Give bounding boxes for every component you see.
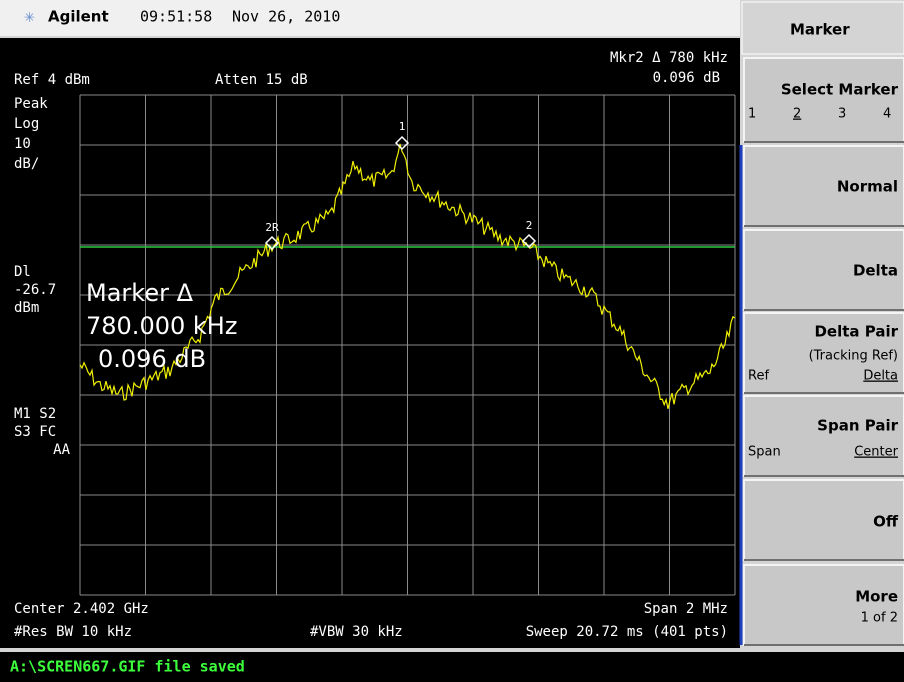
center-freq: Center 2.402 GHz bbox=[14, 601, 149, 617]
softkey-label: Select Marker bbox=[781, 81, 899, 99]
left-label: 10 bbox=[14, 136, 31, 152]
flag: M1 S2 bbox=[14, 406, 56, 422]
softkey-label[interactable]: Normal bbox=[837, 178, 898, 196]
top-bar bbox=[0, 0, 740, 36]
big-marker: 780.000 kHz bbox=[86, 312, 237, 340]
softkey-option: Center bbox=[854, 445, 898, 460]
display bbox=[0, 38, 740, 648]
marker-label: 2R bbox=[265, 221, 279, 234]
big-marker: 0.096 dB bbox=[98, 345, 206, 373]
marker-label: 2 bbox=[526, 219, 533, 232]
display-line-label: dBm bbox=[14, 300, 39, 316]
res-bw: #Res BW 10 kHz bbox=[14, 624, 132, 640]
softkey-label[interactable]: Span Pair bbox=[817, 417, 898, 435]
softkey[interactable] bbox=[743, 312, 904, 394]
display-line-label: -26.7 bbox=[14, 282, 56, 298]
flag: AA bbox=[53, 442, 70, 458]
softkey[interactable] bbox=[743, 564, 904, 646]
menu-title-box bbox=[741, 1, 904, 55]
display-line-label: Dl bbox=[14, 264, 31, 280]
softkey-option: 2 bbox=[793, 107, 801, 122]
big-marker: Marker Δ bbox=[86, 279, 194, 307]
date: Nov 26, 2010 bbox=[232, 8, 340, 26]
marker-label: 1 bbox=[399, 120, 406, 133]
marker-readout: Mkr2 Δ 780 kHz bbox=[610, 50, 728, 66]
marker-readout-value: 0.096 dB bbox=[653, 70, 720, 86]
softkey-option: Span bbox=[748, 445, 781, 460]
logo-star: ✳ bbox=[24, 6, 35, 27]
vbw: #VBW 30 kHz bbox=[310, 624, 403, 640]
left-label: dB/ bbox=[14, 156, 39, 172]
softkey-option: 1 bbox=[748, 107, 756, 122]
softkey-label[interactable]: Delta bbox=[853, 262, 898, 280]
menu-title: Marker bbox=[790, 21, 850, 39]
softkey[interactable] bbox=[743, 145, 904, 227]
ref-level: Ref 4 dBm bbox=[14, 72, 90, 88]
status-text: A:\SCREN667.GIF file saved bbox=[10, 658, 245, 676]
softkey[interactable] bbox=[743, 229, 904, 311]
softkey-option: Ref bbox=[748, 369, 769, 384]
trace bbox=[79, 143, 736, 409]
status-bar bbox=[0, 652, 904, 682]
softkeys bbox=[743, 57, 904, 646]
marker bbox=[264, 235, 280, 251]
softkey-sub: 1 of 2 bbox=[861, 611, 898, 626]
left-label: Peak bbox=[14, 96, 48, 112]
sweep: Sweep 20.72 ms (401 pts) bbox=[526, 624, 728, 640]
graticule bbox=[79, 94, 736, 596]
softkey-option: 3 bbox=[838, 107, 846, 122]
softkey-option: 4 bbox=[883, 107, 891, 122]
softkey[interactable] bbox=[743, 479, 904, 561]
flag: S3 FC bbox=[14, 424, 56, 440]
softkey-label[interactable]: Delta Pair bbox=[814, 323, 898, 341]
attenuation: Atten 15 dB bbox=[215, 72, 308, 88]
marker bbox=[521, 233, 537, 249]
time: 09:51:58 bbox=[140, 8, 212, 26]
marker bbox=[394, 135, 410, 151]
softkey-sub: (Tracking Ref) bbox=[809, 349, 898, 364]
softkey-label[interactable]: Off bbox=[873, 513, 899, 531]
softkey[interactable] bbox=[743, 395, 904, 477]
span: Span 2 MHz bbox=[644, 601, 728, 617]
left-label: Log bbox=[14, 116, 39, 132]
softkey[interactable] bbox=[743, 57, 904, 143]
softkey-option: Delta bbox=[863, 369, 898, 384]
brand: Agilent bbox=[48, 8, 109, 26]
softkey-label[interactable]: More bbox=[855, 588, 898, 606]
